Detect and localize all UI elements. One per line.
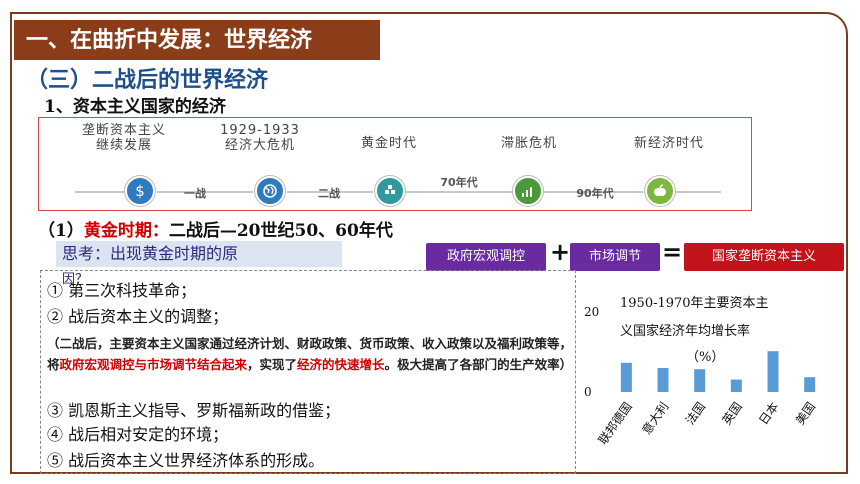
think-question: 思考：出现黄金时期的原 xyxy=(56,241,342,267)
stage-label: 垄断资本主义 继续发展 xyxy=(81,123,166,153)
bar xyxy=(730,379,742,392)
stage-label: 黄金时代 xyxy=(360,136,417,151)
y-tick-label: 20 xyxy=(584,305,599,319)
separator-label: 一战 xyxy=(184,187,206,200)
separator-label: 90年代 xyxy=(576,187,614,200)
chart-title-line1: 1950-1970年主要资本主 xyxy=(620,296,769,311)
dollar-icon: $ xyxy=(125,176,155,206)
reason-item: ③ 凯恩斯主义指导、罗斯福新政的借鉴； xyxy=(47,401,341,420)
x-tick-label: 联邦德国 xyxy=(595,399,635,447)
reason-item: ④ 战后相对安定的环境； xyxy=(47,425,229,444)
formula-term-government: 政府宏观调控 xyxy=(426,243,546,271)
timeline-line xyxy=(287,191,373,193)
bar xyxy=(694,369,706,392)
separator-label: 二战 xyxy=(318,187,340,200)
formula-equals: = xyxy=(662,238,683,266)
stage-label: 滞胀危机 xyxy=(500,136,557,151)
bar xyxy=(804,377,816,392)
growth-chart: 1950-1970年主要资本主 义国家经济年均增长率 （%） 20 0 联邦德国 意大… xyxy=(578,284,832,464)
x-tick-label: 法国 xyxy=(683,400,708,428)
pyramid-icon xyxy=(375,176,405,206)
chart-title-line2: 义国家经济年均增长率 xyxy=(620,324,751,339)
globe-icon xyxy=(255,176,285,206)
section-title: （三）二战后的世界经济 xyxy=(26,67,269,93)
x-tick-label: 意大利 xyxy=(639,399,672,437)
timeline-line xyxy=(675,191,721,193)
bar xyxy=(620,362,632,392)
bar-chart-icon xyxy=(513,176,543,206)
chart-title-line3: （%） xyxy=(686,350,725,365)
x-tick-label: 美国 xyxy=(793,400,818,428)
timeline-panel: 垄断资本主义 继续发展 1929-1933 经济大危机 黄金时代 滞胀危机 新经济时… xyxy=(38,117,752,211)
reason-item: ⑤ 战后资本主义世界经济体系的形成。 xyxy=(47,451,325,470)
formula-result: 国家垄断资本主义 xyxy=(684,243,844,271)
reasons-panel: ① 第三次科技革命； ② 战后资本主义的调整； （二战后，主要资本主义国家通过经… xyxy=(40,270,576,474)
section-subtitle: 1、资本主义国家的经济 xyxy=(44,97,226,117)
formula-term-market: 市场调节 xyxy=(570,243,660,271)
timeline-line xyxy=(75,191,125,193)
reason-detail: （二战后，主要资本主义国家通过经济计划、财政政策、货币政策、收入政策以及福利政策… xyxy=(47,336,573,372)
bar xyxy=(657,368,669,392)
think-question-overflow: 因？ xyxy=(62,272,89,287)
stage-label: 1929-1933 经济大危机 xyxy=(220,123,300,153)
timeline-line xyxy=(157,191,253,193)
stage-label: 新经济时代 xyxy=(633,136,704,151)
apple-icon xyxy=(645,176,675,206)
formula-plus: + xyxy=(550,238,571,266)
reason-item: ② 战后资本主义的调整； xyxy=(47,307,229,326)
bar xyxy=(767,351,779,392)
header-title: 一、在曲折中发展：世界经济 xyxy=(14,20,380,60)
separator-label: 70年代 xyxy=(440,176,478,189)
reason-item: ① 第三次科技革命； xyxy=(47,281,197,300)
y-tick-label: 0 xyxy=(584,385,592,399)
golden-period-heading: （1）黄金时期：二战后—20世纪50、60年代 xyxy=(38,221,393,241)
timeline-line xyxy=(543,191,643,193)
x-tick-label: 英国 xyxy=(720,400,745,428)
timeline-line xyxy=(405,191,513,193)
x-tick-label: 日本 xyxy=(756,400,781,428)
